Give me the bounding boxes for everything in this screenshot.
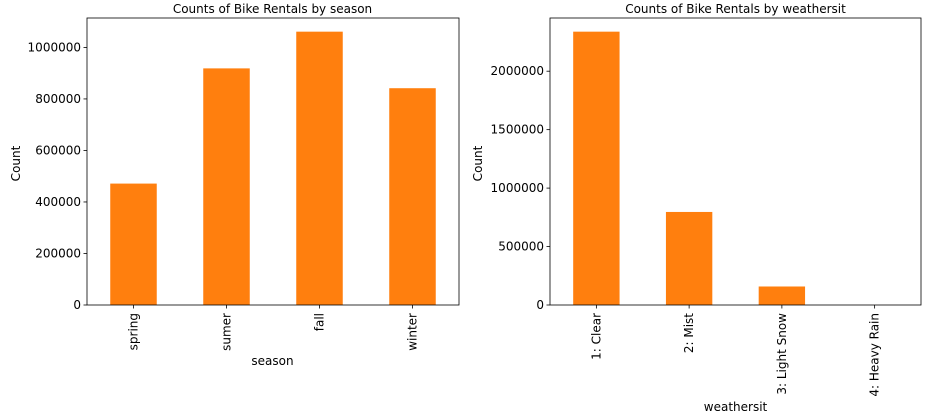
y-axis-label: Count [9, 145, 23, 181]
chart-title: Counts of Bike Rentals by weathersit [625, 2, 846, 16]
x-tick-label: fall [313, 313, 327, 331]
y-tick-label: 1500000 [491, 123, 544, 137]
y-tick-label: 1000000 [28, 40, 81, 54]
bar-2-mist [665, 211, 713, 305]
x-tick-label: winter [406, 313, 420, 351]
x-tick-label: 1: Clear [589, 313, 603, 360]
x-tick-label: 4: Heavy Rain [868, 313, 882, 397]
x-tick-label: 3: Light Snow [775, 313, 789, 395]
y-tick-label: 800000 [35, 92, 81, 106]
x-tick-label: 2: Mist [682, 313, 696, 353]
x-tick-label: sumer [220, 313, 234, 351]
y-tick-label: 200000 [35, 246, 81, 260]
y-tick-label: 500000 [498, 240, 544, 254]
y-tick-label: 2000000 [491, 64, 544, 78]
plot-frame [86, 17, 460, 306]
y-tick-label: 0 [73, 298, 81, 312]
x-axis-label: weathersit [704, 400, 768, 414]
bar-fall [296, 31, 343, 305]
bar-spring [110, 183, 157, 305]
y-tick-label: 600000 [35, 143, 81, 157]
bar-3-light-snow [758, 286, 806, 305]
y-axis-label: Count [471, 145, 485, 181]
chart-panel-weathersit: Counts of Bike Rentals by weathersit Cou… [471, 2, 922, 414]
x-tick-label: spring [127, 313, 141, 350]
y-tick-label: 1000000 [491, 181, 544, 195]
bar-1-clear [573, 31, 620, 305]
chart-title: Counts of Bike Rentals by season [173, 2, 372, 16]
y-tick-label: 0 [536, 298, 544, 312]
bar-winter [389, 88, 436, 305]
y-tick-label: 400000 [35, 195, 81, 209]
plot-frame [549, 17, 922, 306]
x-axis-label: season [251, 354, 293, 368]
chart-panel-season: Counts of Bike Rentals by season Count s… [9, 2, 460, 368]
bar-sumer [203, 68, 250, 306]
